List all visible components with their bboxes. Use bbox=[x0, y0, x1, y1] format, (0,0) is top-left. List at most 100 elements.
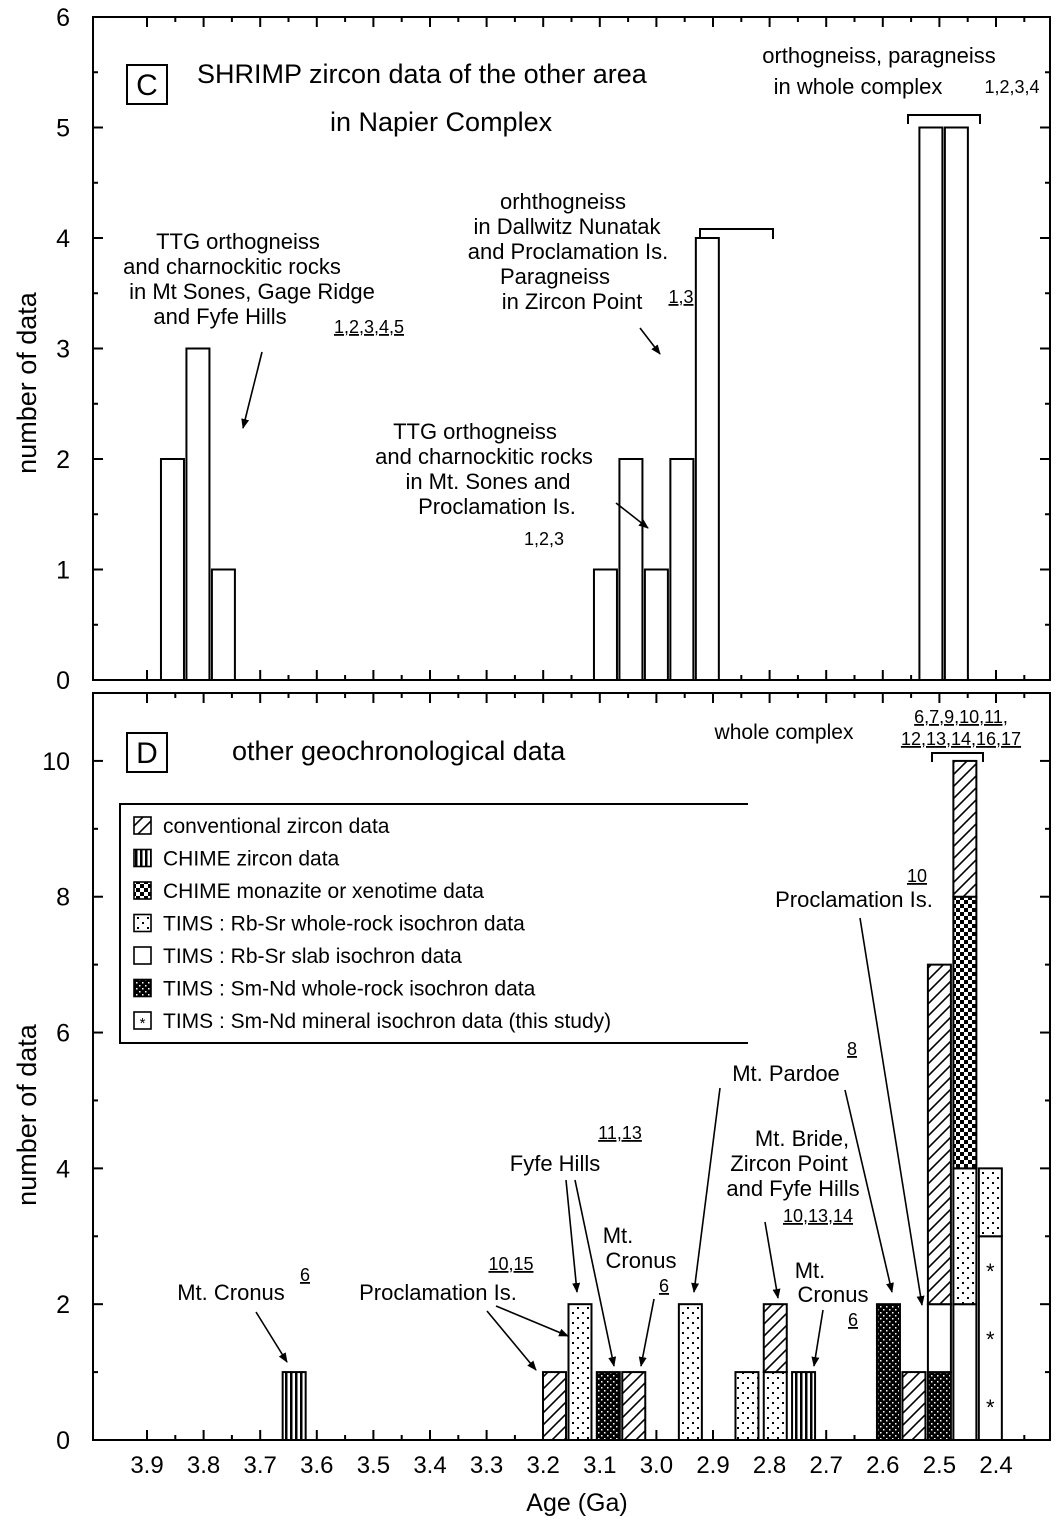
x-tick-label: 3.1 bbox=[583, 1452, 616, 1479]
bar bbox=[669, 458, 695, 681]
star-marker: * bbox=[986, 1327, 995, 1352]
annotation-label: Mt. Pardoe bbox=[732, 1061, 840, 1086]
panel-c-title-line1: SHRIMP zircon data of the other area bbox=[197, 59, 648, 89]
panel-c-annotation-whole: orthogneiss, paragneiss in whole complex… bbox=[762, 43, 1040, 124]
annotation-refs: 8 bbox=[847, 1039, 857, 1059]
annotation-line: in whole complex bbox=[774, 74, 943, 99]
annotation-label: Mt. bbox=[795, 1258, 826, 1283]
bar bbox=[618, 458, 644, 681]
legend-label: TIMS : Rb-Sr whole-rock isochron data bbox=[163, 913, 525, 936]
annotation-arrow bbox=[565, 1179, 581, 1293]
annotation-arrow bbox=[859, 917, 925, 1306]
bar-segment-smw bbox=[595, 1371, 621, 1442]
legend: conventional zircon data CHIME zircon dat… bbox=[119, 803, 748, 1044]
annotation-line: in Mt. Sones and bbox=[405, 469, 570, 494]
y-tick-label: 0 bbox=[56, 667, 70, 695]
bar-segment-conv bbox=[621, 1371, 647, 1442]
annotation-refs: 6 bbox=[300, 1265, 310, 1285]
star-marker: * bbox=[986, 1395, 995, 1420]
bar-segment-rbw bbox=[567, 1303, 593, 1441]
bar bbox=[918, 126, 944, 681]
annotation-line: orthogneiss, paragneiss bbox=[762, 43, 996, 68]
legend-swatch-chz bbox=[133, 848, 152, 868]
annotation-refs: 6 bbox=[659, 1276, 669, 1296]
annotation-arrow bbox=[811, 1309, 824, 1367]
y-tick-label: 0 bbox=[56, 1427, 70, 1455]
annotation-arrow bbox=[691, 1087, 721, 1293]
legend-swatch-chm bbox=[133, 881, 152, 900]
panel-d-annotation-whole: whole complex 6,7,9,10,11, 12,13,14,16,1… bbox=[714, 707, 1021, 762]
bar-segment-rbw bbox=[762, 1371, 788, 1442]
x-tick-label: 3.2 bbox=[527, 1452, 560, 1479]
panel-d-annotation-bride: Mt. Bride, Zircon Point and Fyfe Hills 1… bbox=[726, 1126, 860, 1299]
panel-d-ylabel: number of data bbox=[12, 1023, 42, 1206]
annotation-refs: 6,7,9,10,11, bbox=[914, 707, 1008, 727]
bar-segment-conv bbox=[926, 963, 952, 1306]
panel-d-annotation-cronus-3.0: Mt. Cronus 6 bbox=[603, 1223, 677, 1367]
legend-frame bbox=[119, 803, 748, 1044]
annotation-line: in Dallwitz Nunatak bbox=[473, 214, 661, 239]
annotation-refs: 10,15 bbox=[488, 1254, 533, 1274]
annotation-label: whole complex bbox=[714, 721, 854, 744]
annotation-label: Fyfe Hills bbox=[510, 1151, 600, 1176]
annotation-line: in Zircon Point bbox=[502, 289, 643, 314]
annotation-label: Proclamation Is. bbox=[775, 887, 933, 912]
bar-segment-rbw bbox=[952, 1167, 978, 1306]
annotation-bracket bbox=[699, 228, 774, 239]
panel-d-letter: D bbox=[136, 737, 158, 770]
annotation-label: Cronus bbox=[606, 1248, 677, 1273]
x-tick-label: 2.4 bbox=[979, 1452, 1012, 1479]
legend-swatch-conv bbox=[133, 816, 152, 835]
panel-d-annotation-proclamation-3.2: 10,15 Proclamation Is. bbox=[359, 1254, 569, 1371]
x-tick-label: 3.0 bbox=[640, 1452, 673, 1479]
annotation-arrow bbox=[615, 502, 649, 529]
panel-c-annotation-proclamation: TTG orthogneiss and charnockitic rocks i… bbox=[375, 419, 649, 549]
panel-d-annotation-pardoe: 8 Mt. Pardoe bbox=[691, 1039, 894, 1293]
annotation-arrow bbox=[638, 1298, 655, 1367]
bar bbox=[643, 568, 669, 681]
panel-c: 0 1 2 3 4 5 6 C SHRIMP zircon data of the othe… bbox=[12, 4, 1051, 695]
annotation-arrow bbox=[764, 1221, 781, 1299]
y-tick-label: 4 bbox=[56, 1155, 70, 1183]
panel-d-annotation-proclamation-2.5: 10 Proclamation Is. bbox=[775, 866, 933, 1306]
annotation-line: TTG orthogneiss bbox=[393, 419, 557, 444]
annotation-line: in Mt Sones, Gage Ridge bbox=[129, 279, 375, 304]
panel-d-annotation-cronus-2.7: Mt. Cronus 6 bbox=[795, 1258, 868, 1367]
annotation-label: Proclamation Is. bbox=[359, 1280, 517, 1305]
annotation-arrow bbox=[495, 1305, 569, 1337]
legend-swatch-smw bbox=[133, 978, 152, 998]
bar-segment-conv bbox=[952, 759, 978, 898]
bar bbox=[185, 347, 211, 681]
annotation-arrow bbox=[255, 1311, 288, 1363]
annotation-refs: 10 bbox=[907, 866, 927, 886]
bar bbox=[592, 568, 618, 681]
annotation-label: Mt. Cronus bbox=[177, 1280, 285, 1305]
bar-segment-conv bbox=[762, 1303, 788, 1374]
y-tick-label: 6 bbox=[56, 4, 70, 32]
legend-label: CHIME zircon data bbox=[163, 848, 340, 871]
annotation-arrow bbox=[241, 351, 263, 429]
x-tick-label: 3.7 bbox=[244, 1452, 277, 1479]
legend-swatch-smm bbox=[133, 1011, 152, 1030]
bar-segment-chz bbox=[791, 1371, 817, 1442]
annotation-label: and Fyfe Hills bbox=[726, 1176, 859, 1201]
annotation-bracket bbox=[907, 114, 981, 124]
bar-segment-conv bbox=[542, 1371, 568, 1442]
x-tick-label: 3.6 bbox=[300, 1452, 333, 1479]
bar bbox=[159, 458, 185, 681]
annotation-arrow bbox=[486, 1310, 537, 1371]
annotation-arrow bbox=[844, 1089, 894, 1293]
y-tick-label: 2 bbox=[56, 446, 70, 474]
panel-d-title: other geochronological data bbox=[232, 736, 566, 766]
y-tick-label: 10 bbox=[42, 748, 70, 776]
annotation-arrow bbox=[639, 327, 661, 355]
annotation-label: Mt. Bride, bbox=[755, 1126, 849, 1151]
legend-label: conventional zircon data bbox=[163, 815, 390, 838]
x-tick-label: 3.5 bbox=[357, 1452, 390, 1479]
bar-segment-smw bbox=[875, 1303, 901, 1441]
bar-segment-rbw bbox=[977, 1167, 1003, 1238]
y-tick-label: 6 bbox=[56, 1020, 70, 1048]
annotation-refs: 1,2,3,4,5 bbox=[334, 317, 404, 337]
bar-segment-conv bbox=[901, 1371, 927, 1442]
x-tick-label: 3.3 bbox=[470, 1452, 503, 1479]
